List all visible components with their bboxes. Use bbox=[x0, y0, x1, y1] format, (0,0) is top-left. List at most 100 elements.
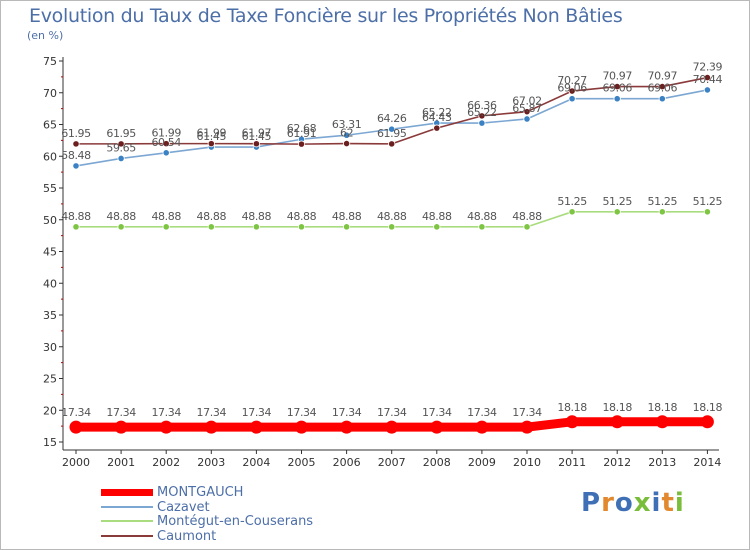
x-tick-label: 2003 bbox=[197, 456, 225, 469]
legend-label: Caumont bbox=[157, 528, 217, 544]
data-point-cazavet bbox=[703, 86, 712, 94]
data-label-caumont: 61.95 bbox=[377, 127, 407, 140]
data-label-caumont: 61.99 bbox=[151, 127, 181, 140]
data-label-caumont: 61.91 bbox=[287, 127, 317, 140]
x-tick-label: 2005 bbox=[288, 456, 316, 469]
data-point-caumont bbox=[433, 124, 441, 132]
data-label-cazavet: 69.06 bbox=[648, 82, 678, 95]
data-point-caumont bbox=[72, 140, 80, 148]
data-label-cazavet: 64.26 bbox=[377, 112, 407, 125]
data-point-caumont bbox=[388, 140, 396, 148]
data-point-montgauch bbox=[700, 415, 714, 429]
y-tick-label: 45 bbox=[43, 246, 57, 259]
data-label-montgauch: 18.18 bbox=[693, 401, 723, 414]
data-point-cazavet bbox=[568, 95, 576, 103]
legend-label: Cazavet bbox=[157, 499, 210, 515]
x-tick-label: 2008 bbox=[423, 456, 451, 469]
data-point-caumont bbox=[703, 73, 712, 82]
legend-swatch bbox=[101, 534, 153, 537]
data-point-montegut-en-couserans bbox=[433, 223, 441, 231]
data-label-montgauch: 17.34 bbox=[61, 406, 91, 419]
data-point-cazavet bbox=[342, 131, 351, 139]
data-point-caumont bbox=[523, 108, 531, 116]
data-point-montegut-en-couserans bbox=[72, 223, 80, 231]
data-label-montgauch: 17.34 bbox=[377, 406, 407, 419]
x-tick-label: 2014 bbox=[693, 456, 721, 469]
x-tick-label: 2004 bbox=[242, 456, 270, 469]
data-point-caumont bbox=[162, 140, 170, 148]
data-label-montegut-en-couserans: 48.88 bbox=[242, 210, 272, 223]
data-label-cazavet: 63.31 bbox=[332, 118, 362, 131]
data-point-montgauch bbox=[475, 420, 489, 434]
y-axis-unit-label: (en %) bbox=[27, 29, 64, 42]
data-point-montgauch bbox=[655, 415, 669, 429]
data-point-caumont bbox=[613, 82, 621, 91]
data-label-caumont: 61.95 bbox=[106, 127, 136, 140]
y-tick-label: 55 bbox=[43, 182, 57, 195]
data-label-montgauch: 17.34 bbox=[151, 406, 181, 419]
data-point-cazavet bbox=[658, 95, 666, 103]
data-label-montegut-en-couserans: 48.88 bbox=[377, 210, 407, 223]
data-point-montegut-en-couserans bbox=[478, 223, 486, 231]
data-point-caumont bbox=[568, 87, 576, 95]
data-label-montgauch: 17.34 bbox=[242, 406, 272, 419]
data-label-caumont: 70.97 bbox=[648, 70, 678, 83]
data-point-caumont bbox=[342, 139, 351, 148]
data-point-montgauch bbox=[249, 420, 263, 434]
data-label-montegut-en-couserans: 48.88 bbox=[151, 210, 181, 223]
data-label-montgauch: 17.34 bbox=[106, 406, 136, 419]
data-label-cazavet: 65.22 bbox=[422, 106, 452, 119]
legend-label: Montégut-en-Couserans bbox=[157, 514, 314, 529]
data-point-caumont bbox=[252, 140, 260, 148]
x-tick-label: 2010 bbox=[513, 456, 541, 469]
x-tick-label: 2011 bbox=[558, 456, 586, 469]
x-tick-label: 2009 bbox=[468, 456, 496, 469]
chart-title: Evolution du Taux de Taxe Foncière sur l… bbox=[29, 5, 623, 27]
data-point-montegut-en-couserans bbox=[207, 223, 215, 231]
legend-swatch bbox=[101, 488, 153, 496]
data-label-montgauch: 17.34 bbox=[197, 406, 227, 419]
x-tick-label: 2007 bbox=[378, 456, 406, 469]
data-label-cazavet: 59.65 bbox=[106, 141, 136, 154]
data-label-montgauch: 17.34 bbox=[332, 406, 362, 419]
data-label-montegut-en-couserans: 48.88 bbox=[61, 210, 91, 223]
data-label-caumont: 64.43 bbox=[422, 111, 452, 124]
data-label-caumont: 70.97 bbox=[602, 70, 632, 83]
data-point-montegut-en-couserans bbox=[523, 223, 531, 231]
data-point-cazavet bbox=[162, 149, 170, 157]
data-point-cazavet bbox=[478, 119, 486, 127]
data-label-cazavet: 62.68 bbox=[287, 122, 317, 135]
data-label-caumont: 61.99 bbox=[197, 127, 227, 140]
data-label-cazavet: 70.44 bbox=[693, 73, 723, 86]
data-label-cazavet: 60.54 bbox=[151, 136, 181, 149]
data-label-montegut-en-couserans: 48.88 bbox=[467, 210, 497, 223]
proxiti-logo: Proxiti bbox=[581, 488, 685, 518]
data-label-montgauch: 17.34 bbox=[287, 406, 317, 419]
data-point-cazavet bbox=[613, 95, 621, 103]
data-label-cazavet: 58.48 bbox=[61, 149, 91, 162]
data-label-montegut-en-couserans: 51.25 bbox=[648, 195, 678, 208]
data-label-montegut-en-couserans: 51.25 bbox=[693, 195, 723, 208]
data-label-cazavet: 65.87 bbox=[512, 102, 542, 115]
data-labels: 17.34 17.34 17.34 17.34 17.34 17.34 17.34 17.34… bbox=[61, 61, 723, 420]
legend-swatch bbox=[101, 520, 153, 522]
axes: 15 20 25 30 35 40 45 50 55 60 65 70 75 2000 2001 2002 20… bbox=[43, 55, 721, 469]
y-tick-label: 60 bbox=[43, 150, 57, 163]
data-label-montgauch: 18.18 bbox=[648, 401, 678, 414]
x-tick-label: 2006 bbox=[333, 456, 361, 469]
data-point-montegut-en-couserans bbox=[252, 223, 260, 231]
data-point-montgauch bbox=[520, 420, 534, 434]
y-tick-label: 50 bbox=[43, 214, 57, 227]
y-tick-label: 15 bbox=[43, 436, 57, 449]
data-point-montgauch bbox=[610, 415, 624, 429]
data-label-montgauch: 17.34 bbox=[512, 406, 542, 419]
series-points bbox=[69, 73, 714, 434]
data-label-cazavet: 61.45 bbox=[197, 130, 227, 143]
data-point-montgauch bbox=[430, 420, 444, 434]
data-point-montegut-en-couserans bbox=[658, 208, 666, 216]
data-label-montgauch: 17.34 bbox=[467, 406, 497, 419]
x-tick-label: 2000 bbox=[62, 456, 90, 469]
x-tick-label: 2001 bbox=[107, 456, 135, 469]
data-label-caumont: 66.36 bbox=[467, 99, 497, 112]
